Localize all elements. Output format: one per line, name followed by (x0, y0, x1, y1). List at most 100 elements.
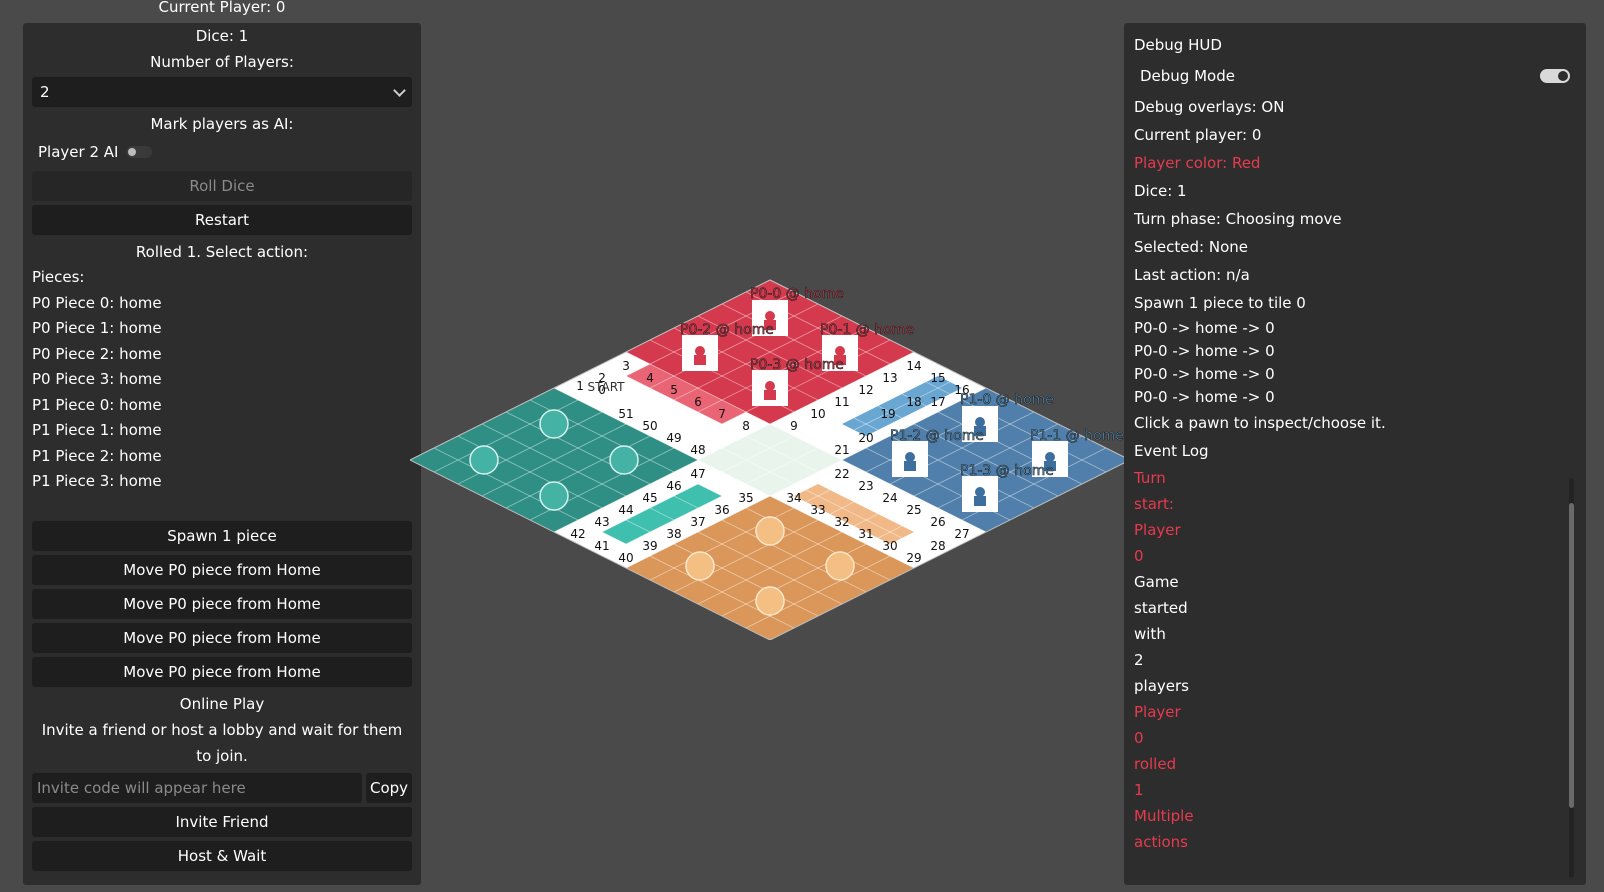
spawn-option: Spawn 1 piece to tile 0 (1134, 294, 1306, 312)
red-pawn[interactable] (752, 300, 788, 336)
orange-home-slot[interactable] (685, 551, 715, 581)
red-pawn[interactable] (752, 370, 788, 406)
current-player-status: Current player: 0 (1134, 126, 1262, 144)
svg-text:23: 23 (858, 479, 873, 493)
event-log-entry: Game (1134, 573, 1179, 591)
event-log-scrollbar[interactable] (1569, 478, 1574, 878)
svg-text:15: 15 (930, 371, 945, 385)
control-panel: Dice: 1 Number of Players: 2 Mark player… (23, 23, 421, 885)
invite-code-field[interactable]: Invite code will appear here (32, 772, 362, 803)
svg-text:25: 25 (906, 503, 921, 517)
svg-text:37: 37 (690, 515, 705, 529)
num-players-select[interactable]: 2 (32, 77, 412, 107)
piece-label: P1-3 @ home (960, 463, 1054, 479)
host-wait-button[interactable]: Host & Wait (32, 840, 412, 871)
move-piece-button[interactable]: Move P0 piece from Home (32, 656, 412, 687)
debug-hud: Debug HUD Debug Mode Debug overlays: ON … (1124, 23, 1586, 885)
orange-home-stretch (794, 484, 914, 544)
svg-text:1: 1 (576, 379, 584, 393)
spawn-piece-button[interactable]: Spawn 1 piece (32, 520, 412, 551)
teal-home-slot[interactable] (469, 445, 499, 475)
teal-home-slot[interactable] (539, 481, 569, 511)
restart-button[interactable]: Restart (32, 205, 412, 235)
event-log-entry: Player (1134, 521, 1181, 539)
svg-text:16: 16 (954, 383, 969, 397)
svg-text:19: 19 (880, 407, 895, 421)
svg-text:6: 6 (694, 395, 702, 409)
svg-text:17: 17 (930, 395, 945, 409)
blue-home-stretch (842, 376, 962, 436)
red-home-stretch (626, 364, 746, 424)
svg-text:40: 40 (618, 551, 633, 565)
pieces-heading: Pieces: (32, 268, 85, 286)
event-log-entry: players (1134, 677, 1189, 695)
player2-ai-toggle[interactable] (126, 146, 153, 158)
red-pawn[interactable] (682, 335, 718, 371)
svg-text:21: 21 (834, 443, 849, 457)
debug-mode-row[interactable]: Debug Mode (1134, 59, 1576, 93)
blue-pawn[interactable] (962, 476, 998, 512)
list-item: P0 Piece 0: home (32, 293, 162, 312)
svg-text:47: 47 (690, 467, 705, 481)
piece-label: P0-2 @ home (680, 322, 774, 338)
svg-text:27: 27 (954, 527, 969, 541)
piece-label: P0-0 @ home (750, 286, 844, 302)
teal-home-slot[interactable] (539, 409, 569, 439)
list-item: P1 Piece 3: home (32, 472, 162, 490)
svg-text:51: 51 (618, 407, 633, 421)
svg-text:34: 34 (786, 491, 801, 505)
blue-pawn[interactable] (962, 406, 998, 442)
teal-home-slot[interactable] (609, 445, 639, 475)
event-log-entry: Player (1134, 703, 1181, 721)
svg-text:49: 49 (666, 431, 681, 445)
ai-toggle-row[interactable]: Player 2 AI (32, 137, 412, 167)
player-color-status: Player color: Red (1134, 154, 1261, 172)
svg-text:28: 28 (930, 539, 945, 553)
copy-button[interactable]: Copy (366, 772, 412, 803)
event-log-entry: actions (1134, 833, 1188, 851)
svg-text:24: 24 (882, 491, 897, 505)
debug-mode-toggle[interactable] (1540, 69, 1570, 83)
svg-text:12: 12 (858, 383, 873, 397)
move-piece-button[interactable]: Move P0 piece from Home (32, 622, 412, 653)
list-item: P1 Piece 1: home (32, 421, 162, 439)
path-arm-nw (554, 352, 770, 460)
event-log[interactable]: Turn start: Player 0 Game started with 2 players… (1134, 465, 1234, 855)
roll-dice-button[interactable]: Roll Dice (32, 171, 412, 201)
event-log-entry: with (1134, 625, 1166, 643)
chevron-down-icon (393, 83, 406, 97)
orange-home-slot[interactable] (755, 586, 785, 616)
piece-label: P1-2 @ home (890, 428, 984, 444)
svg-text:50: 50 (642, 419, 657, 433)
svg-text:13: 13 (882, 371, 897, 385)
svg-text:32: 32 (834, 515, 849, 529)
blue-pawn[interactable] (892, 441, 928, 477)
svg-text:3: 3 (622, 359, 630, 373)
list-item: P0 Piece 1: home (32, 319, 162, 337)
svg-text:45: 45 (642, 491, 657, 505)
svg-text:36: 36 (714, 503, 729, 517)
svg-text:42: 42 (570, 527, 585, 541)
move-piece-button[interactable]: Move P0 piece from Home (32, 554, 412, 585)
selected-status: Selected: None (1134, 238, 1248, 256)
list-item: P0 Piece 3: home (32, 370, 162, 388)
svg-text:48: 48 (690, 443, 705, 457)
online-heading: Online Play (179, 694, 265, 713)
start-label: START (587, 380, 625, 394)
red-pawn[interactable] (822, 335, 858, 371)
list-item: P1 Piece 2: home (32, 446, 162, 465)
svg-text:29: 29 (906, 551, 921, 565)
orange-home-slot[interactable] (755, 516, 785, 546)
svg-text:35: 35 (738, 491, 753, 505)
event-log-title: Event Log (1134, 442, 1209, 460)
event-log-entry: 2 (1134, 651, 1144, 669)
piece-label: P1-1 @ home (1030, 428, 1124, 444)
blue-pawn[interactable] (1032, 441, 1068, 477)
invite-friend-button[interactable]: Invite Friend (32, 806, 412, 837)
move-option: P0-0 -> home -> 0 (1134, 388, 1275, 406)
svg-text:41: 41 (594, 539, 609, 553)
move-piece-button[interactable]: Move P0 piece from Home (32, 588, 412, 619)
orange-home-slot[interactable] (825, 551, 855, 581)
